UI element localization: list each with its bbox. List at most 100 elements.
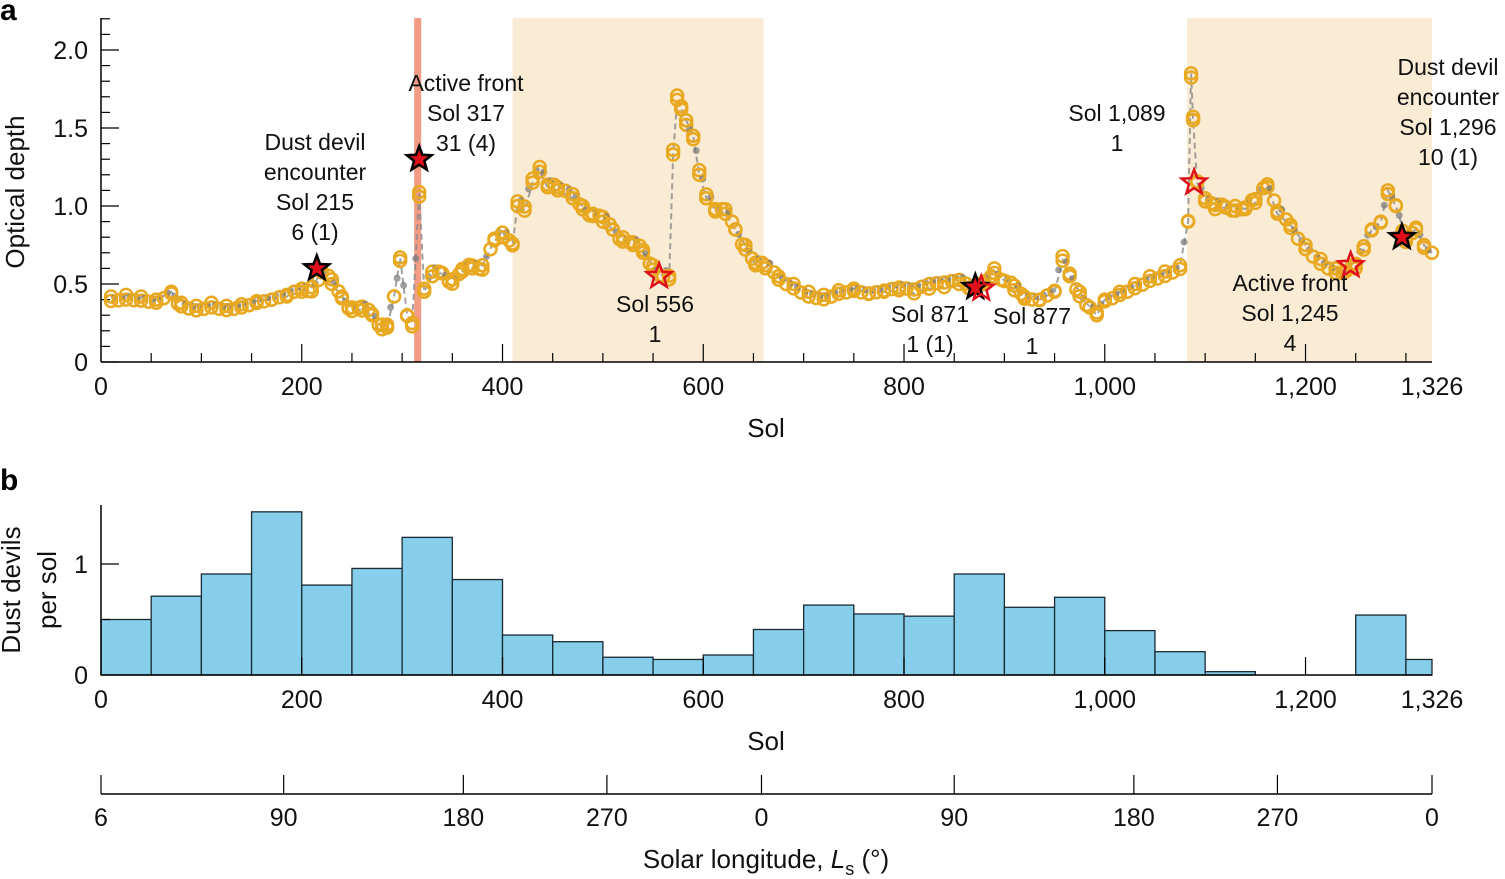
histogram-axes: 0 1 0 200 400 600 800 1,000 1,200 1,326 — [74, 505, 1463, 714]
data-point — [256, 294, 272, 309]
data-point — [1127, 280, 1143, 296]
data-point — [1183, 70, 1199, 85]
data-point — [532, 159, 547, 175]
annotation-1-line: Active front — [408, 70, 524, 96]
data-point — [685, 128, 701, 144]
x-tick-label-b: 800 — [883, 686, 925, 714]
data-point — [324, 276, 340, 292]
histogram-bar — [652, 658, 704, 676]
data-point — [148, 292, 164, 307]
data-point — [505, 236, 520, 251]
data-point — [891, 282, 907, 298]
histogram-bar — [451, 578, 504, 676]
data-point — [936, 275, 952, 290]
histogram-bar — [552, 641, 604, 676]
data-point — [1157, 264, 1173, 279]
data-point — [1120, 284, 1135, 299]
data-point — [861, 286, 877, 301]
data-point — [271, 290, 287, 305]
data-point — [1047, 284, 1062, 300]
histogram-bars — [100, 511, 1433, 676]
ls-tick-label: 6 — [94, 804, 108, 832]
data-point — [103, 289, 119, 304]
histogram-bar — [301, 584, 353, 676]
data-point — [133, 289, 149, 304]
histogram-bar — [702, 654, 755, 676]
ls-tick-label: 180 — [1113, 804, 1155, 832]
data-point — [1157, 268, 1173, 284]
data-point — [1388, 198, 1404, 214]
annotation-0-line: Sol 215 — [276, 189, 354, 215]
data-point — [1364, 222, 1380, 237]
data-point — [831, 282, 847, 298]
x-tick-label-a: 1,326 — [1401, 373, 1464, 401]
filled-star-marker — [1386, 220, 1418, 251]
y-tick-label-a: 2.0 — [53, 37, 88, 65]
y-tick-label-a: 1.5 — [53, 115, 88, 143]
data-point — [1185, 112, 1201, 128]
data-point — [906, 286, 922, 301]
data-point — [204, 295, 219, 310]
data-point — [691, 162, 707, 178]
solar-longitude-axis: 6 90 180 270 0 90 180 270 0 — [94, 775, 1439, 832]
data-point — [1172, 258, 1188, 273]
panel-label-b: b — [0, 464, 18, 497]
data-point — [525, 175, 540, 190]
data-point — [1165, 265, 1180, 280]
data-point — [1142, 268, 1158, 284]
data-point — [1135, 277, 1150, 292]
annotation-4-line: 1 — [1026, 333, 1039, 359]
data-point — [304, 284, 320, 299]
annotation-5-line: 1 — [1111, 130, 1124, 156]
histogram-bar — [1053, 596, 1106, 676]
ls-tick-label: 270 — [1257, 804, 1299, 832]
annotation-2-line: Sol 556 — [616, 291, 694, 317]
data-point — [718, 206, 733, 222]
data-point — [1024, 292, 1040, 307]
optical-depth-series — [103, 66, 1440, 337]
histogram-bar — [1405, 658, 1433, 676]
annotation-2-line: 1 — [649, 321, 662, 347]
data-point — [164, 284, 179, 300]
data-point — [445, 272, 460, 287]
annotation-4-line: Sol 877 — [993, 303, 1071, 329]
annotation-1-line: Sol 317 — [427, 100, 505, 126]
x-tick-label-a: 1,200 — [1274, 373, 1337, 401]
data-point — [1424, 245, 1440, 261]
gray-data-point — [1055, 266, 1063, 274]
y-tick-label-b: 1 — [74, 551, 88, 579]
data-point — [1260, 180, 1275, 195]
data-point — [816, 292, 831, 307]
filled-star-marker — [300, 251, 333, 282]
data-point — [386, 289, 402, 304]
annotation-5-line: Sol 1,089 — [1068, 100, 1165, 126]
data-point — [219, 298, 234, 314]
annotation-6-line: Active front — [1232, 270, 1348, 296]
histogram-bar — [1154, 651, 1206, 676]
annotation-0-line: Dust devil — [265, 129, 366, 155]
data-point — [532, 164, 547, 179]
data-point — [475, 262, 490, 277]
gray-data-point — [387, 303, 395, 311]
data-point — [550, 183, 565, 198]
data-point — [738, 237, 753, 253]
data-point — [1408, 222, 1424, 237]
histogram-bar — [150, 595, 203, 676]
y-axis-title-b-line2: per sol — [32, 551, 62, 629]
ls-tick-label: 90 — [940, 804, 968, 832]
data-point — [595, 214, 611, 229]
x-tick-label-a: 400 — [482, 373, 524, 401]
data-point — [921, 276, 937, 292]
data-point — [1373, 214, 1389, 229]
data-point — [1197, 190, 1213, 206]
gray-data-point — [1395, 211, 1403, 219]
x-tick-label-b: 600 — [682, 686, 724, 714]
data-point — [625, 237, 641, 253]
ls-tick-label: 270 — [586, 804, 628, 832]
data-point — [475, 258, 490, 273]
data-point — [1248, 195, 1263, 211]
annotation-6-line: Sol 1,245 — [1241, 300, 1338, 326]
data-point — [189, 298, 204, 314]
annotation-7-line: 10 (1) — [1418, 144, 1478, 170]
y-axis-title-a: Optical depth — [0, 115, 30, 268]
